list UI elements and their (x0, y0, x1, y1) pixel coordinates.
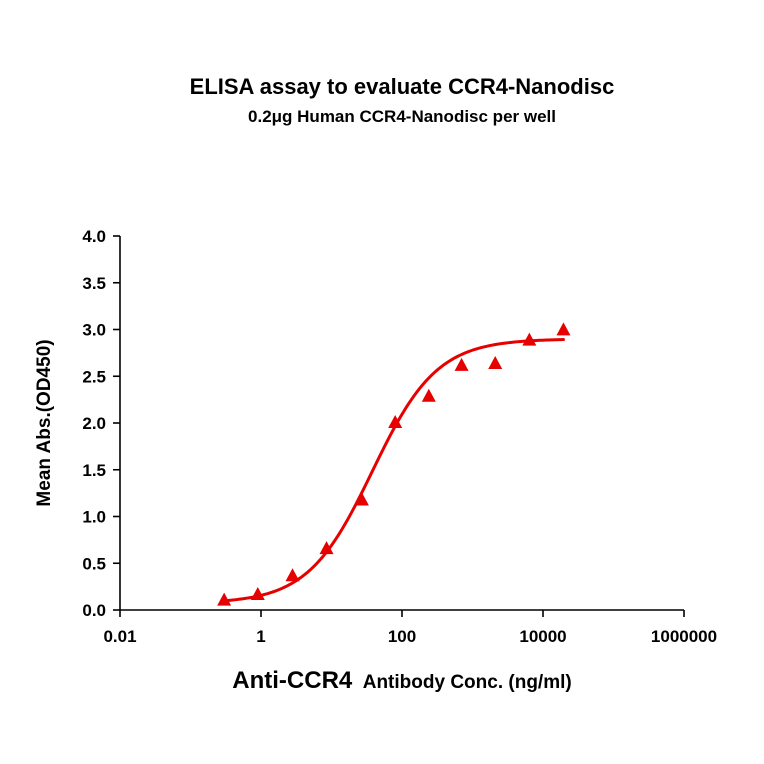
data-point-triangle (250, 586, 265, 600)
data-point-triangle (488, 356, 503, 370)
axes (119, 236, 684, 611)
y-tick-label: 2.0 (82, 414, 106, 433)
y-tick-label: 1.0 (82, 508, 106, 527)
y-tick-label: 4.0 (82, 227, 106, 246)
x-tick-label: 1 (256, 627, 265, 646)
data-point-triangle (285, 568, 300, 582)
chart-title: ELISA assay to evaluate CCR4-Nanodisc (190, 74, 615, 99)
y-tick-label: 3.0 (82, 321, 106, 340)
x-axis-label-rest: Antibody Conc. (ng/ml) (363, 672, 572, 693)
data-point-triangle (217, 592, 232, 606)
data-point-triangle (354, 492, 369, 506)
data-point-triangle (319, 541, 334, 555)
y-tick-label: 0.5 (82, 554, 106, 573)
y-axis-label: Mean Abs.(OD450) (34, 339, 55, 506)
data-point-triangle (454, 357, 469, 371)
fit-curve (222, 338, 565, 603)
x-tick-label: 1000000 (651, 627, 717, 646)
x-axis-label: Anti-CCR4 Antibody Conc. (ng/ml) (232, 667, 571, 694)
chart-subtitle: 0.2μg Human CCR4-Nanodisc per well (248, 107, 556, 126)
x-tick-label: 0.01 (103, 627, 136, 646)
y-tick-label: 3.5 (82, 274, 106, 293)
x-ticks: 0.01 1 100 10000 1000000 (103, 610, 717, 646)
fit-layer (222, 338, 565, 603)
x-tick-label: 10000 (519, 627, 566, 646)
y-ticks: 0.0 0.5 1.0 1.5 2.0 2.5 3.0 3.5 4.0 (82, 227, 120, 620)
y-tick-label: 0.0 (82, 601, 106, 620)
y-tick-label: 2.5 (82, 367, 106, 386)
x-axis-label-main: Anti-CCR4 (232, 667, 353, 694)
x-tick-label: 100 (388, 627, 416, 646)
y-tick-label: 1.5 (82, 461, 106, 480)
data-point-triangle (421, 388, 436, 402)
data-point-triangle (522, 332, 537, 346)
data-point-triangle (388, 414, 403, 428)
points-layer (217, 322, 571, 606)
data-point-triangle (556, 322, 571, 336)
